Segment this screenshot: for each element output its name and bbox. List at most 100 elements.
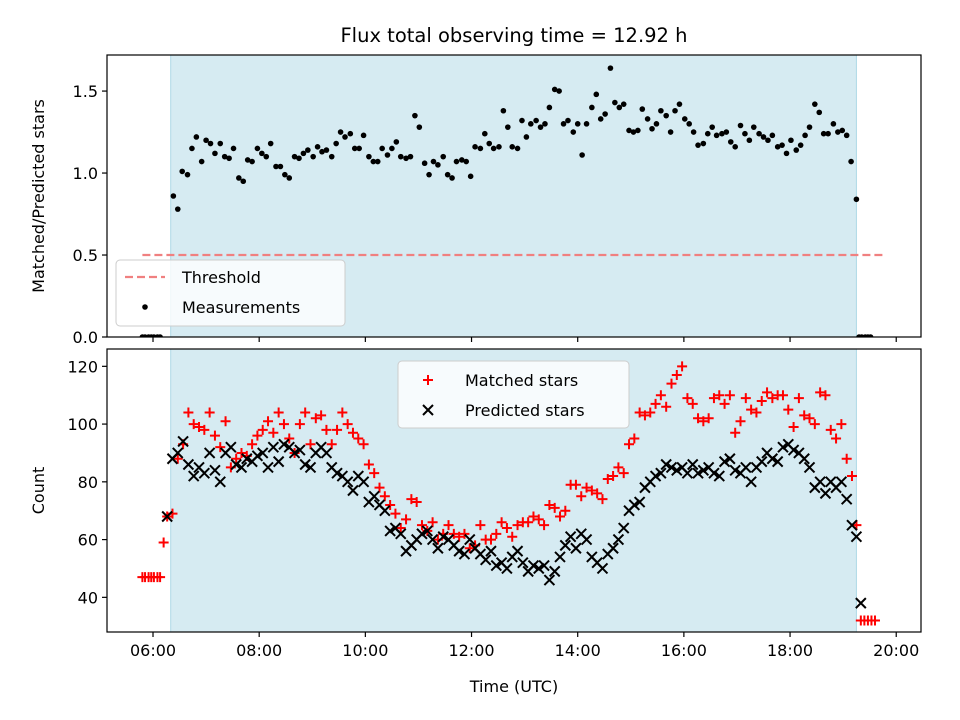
- predicted-star-point: [771, 455, 784, 468]
- measurement-point: [333, 140, 339, 147]
- y-tick-label: 100: [67, 415, 98, 434]
- x-tick-label: 06:00: [130, 641, 176, 660]
- matched-star-point: [639, 410, 650, 421]
- measurement-point: [523, 134, 530, 140]
- predicted-star-point: [564, 530, 577, 543]
- matched-star-point: [634, 407, 645, 418]
- predicted-star-point: [395, 528, 407, 540]
- predicted-star-point: [850, 530, 863, 543]
- measurement-point: [477, 145, 484, 152]
- legend-box: [115, 259, 346, 327]
- predicted-star-point: [241, 453, 253, 465]
- measurement-point: [644, 116, 651, 122]
- measurement-point: [676, 101, 683, 107]
- predicted-star-point: [453, 545, 465, 557]
- predicted-star-point: [756, 455, 768, 468]
- measurement-point: [449, 175, 455, 181]
- measurement-point: [853, 196, 860, 203]
- measurement-point: [509, 144, 516, 150]
- matched-star-point: [751, 407, 762, 418]
- matched-star-point: [475, 520, 486, 531]
- predicted-star-point: [718, 455, 731, 468]
- matched-star-point: [247, 439, 258, 450]
- measurement-point: [490, 145, 497, 152]
- predicted-star-point: [533, 562, 545, 575]
- predicted-star-point: [724, 453, 736, 465]
- predicted-star-point: [777, 441, 789, 453]
- measurement-point: [379, 145, 385, 152]
- predicted-star-point: [490, 559, 503, 572]
- matched-star-point: [390, 508, 401, 519]
- measurement-point: [597, 116, 604, 122]
- measurement-point: [806, 124, 813, 130]
- predicted-star-point: [384, 525, 396, 537]
- predicted-star-point: [230, 458, 242, 471]
- measurement-point: [812, 101, 818, 107]
- measurement-point: [174, 206, 181, 212]
- measurement-point: [416, 124, 423, 130]
- measurement-point: [546, 104, 553, 111]
- matched-star-point: [528, 511, 539, 522]
- measurement-point: [704, 130, 711, 137]
- predicted-star-point: [288, 447, 301, 459]
- y-tick-label: 0.0: [73, 328, 98, 347]
- matched-star-point: [724, 390, 735, 401]
- x-tick-label: 14:00: [555, 641, 601, 660]
- predicted-star-point: [649, 470, 662, 482]
- matched-star-point: [560, 505, 571, 516]
- x-tick-label: 08:00: [236, 641, 282, 660]
- measurement-point: [593, 91, 600, 98]
- matched-star-point: [278, 419, 289, 430]
- predicted-star-point: [257, 447, 269, 459]
- measurement-point: [277, 163, 284, 170]
- y-tick-label: 120: [67, 357, 98, 376]
- predicted-star-point: [421, 525, 433, 537]
- matched-star-point: [666, 378, 677, 389]
- predicted-star-point: [692, 467, 704, 479]
- matched-star-point: [310, 413, 321, 424]
- measurement-point: [273, 163, 279, 170]
- predicted-star-point: [485, 545, 497, 557]
- matched-star-point: [655, 390, 666, 401]
- measurement-point: [467, 173, 474, 180]
- matched-star-point: [613, 462, 624, 473]
- matched-star-point: [831, 433, 842, 444]
- matched-star-point: [512, 520, 523, 531]
- measurement-point: [649, 125, 655, 132]
- matched-star-point: [544, 499, 555, 510]
- predicted-star-point: [437, 530, 449, 543]
- measurement-point: [463, 158, 470, 165]
- measurement-point: [519, 117, 525, 124]
- matched-star-point: [406, 494, 417, 505]
- measurement-point: [779, 142, 785, 148]
- matched-star-point: [464, 543, 475, 554]
- matched-star-point: [799, 410, 810, 421]
- predicted-star-point: [161, 510, 173, 523]
- measurement-point: [719, 130, 725, 137]
- measurement-point: [667, 129, 674, 135]
- matched-star-point: [555, 511, 566, 522]
- matched-star-point: [443, 520, 454, 531]
- matched-star-point: [719, 398, 730, 409]
- plot-area: [139, 65, 886, 337]
- matched-star-point: [347, 427, 358, 438]
- matched-star-point: [316, 410, 327, 421]
- matched-star-point: [809, 419, 820, 430]
- top-legend: Threshold Measurements: [115, 259, 346, 327]
- predicted-star-point: [209, 464, 221, 476]
- measurement-point: [727, 139, 734, 145]
- predicted-star-point: [798, 453, 810, 465]
- measurement-point: [184, 171, 191, 178]
- matched-star-point: [608, 471, 619, 482]
- measurement-point: [249, 158, 255, 165]
- predicted-star-point: [320, 447, 333, 459]
- measurement-point: [412, 112, 418, 119]
- measurement-point: [612, 99, 618, 106]
- measurement-point: [769, 132, 776, 139]
- matched-star-point: [188, 419, 199, 430]
- predicted-star-point: [596, 562, 609, 575]
- legend-measurements-swatch: [142, 304, 148, 310]
- measurement-point: [793, 147, 800, 153]
- predicted-star-point: [517, 556, 529, 569]
- top-panel: 0.0 0.5 1.0 1.5 Matched/Predicted stars Thres…: [29, 54, 922, 347]
